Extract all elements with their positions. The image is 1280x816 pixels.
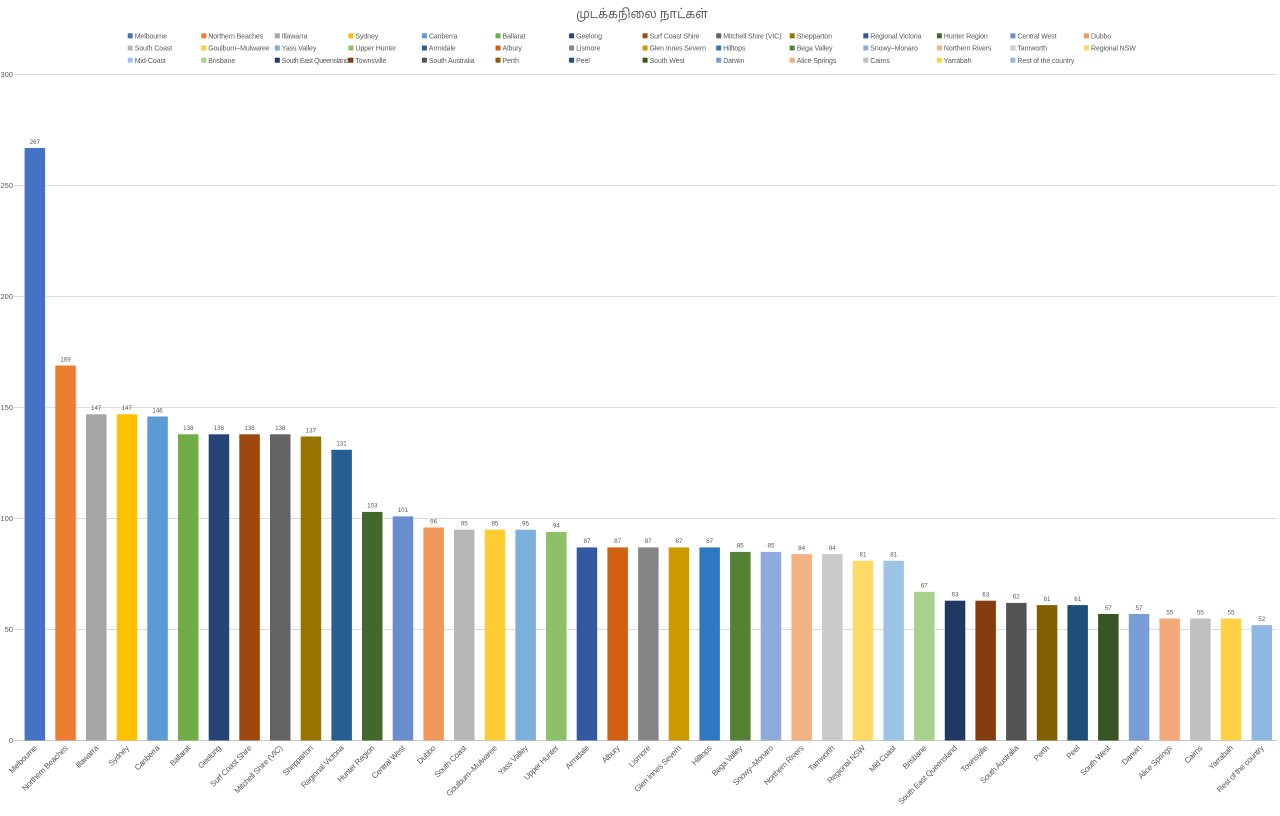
svg-text:57: 57	[1105, 605, 1112, 612]
svg-text:81: 81	[890, 552, 897, 559]
svg-text:50: 50	[5, 625, 13, 634]
svg-text:95: 95	[461, 521, 468, 528]
svg-text:South West: South West	[650, 58, 685, 65]
svg-text:147: 147	[91, 405, 102, 412]
svg-text:81: 81	[860, 552, 867, 559]
svg-text:55: 55	[1197, 609, 1204, 616]
svg-text:84: 84	[829, 545, 836, 552]
svg-text:Snowy–Monaro: Snowy–Monaro	[870, 46, 918, 53]
svg-text:Northern Rivers: Northern Rivers	[944, 46, 992, 53]
svg-text:Geelong: Geelong	[576, 33, 602, 40]
svg-text:52: 52	[1258, 616, 1265, 623]
svg-text:103: 103	[367, 503, 378, 510]
svg-text:Regional NSW: Regional NSW	[1091, 46, 1136, 53]
svg-text:94: 94	[553, 523, 560, 530]
svg-text:Sydney: Sydney	[355, 33, 378, 40]
svg-text:Glen Innes Severn: Glen Innes Severn	[650, 46, 706, 53]
svg-text:87: 87	[706, 538, 713, 545]
svg-text:87: 87	[614, 538, 621, 545]
svg-text:57: 57	[1136, 605, 1143, 612]
svg-text:138: 138	[244, 425, 255, 432]
svg-text:62: 62	[1013, 594, 1020, 601]
svg-text:138: 138	[275, 425, 286, 432]
svg-text:Bega Valley: Bega Valley	[797, 46, 833, 53]
svg-text:61: 61	[1074, 596, 1081, 603]
svg-text:138: 138	[183, 425, 194, 432]
svg-text:Mid-Coast: Mid-Coast	[135, 58, 166, 65]
svg-text:Goulburn–Mulwaree: Goulburn–Mulwaree	[208, 46, 270, 53]
svg-text:Dubbo: Dubbo	[1091, 33, 1111, 40]
svg-text:147: 147	[122, 405, 133, 412]
svg-text:South Australia: South Australia	[429, 58, 475, 65]
svg-text:Mitchell Shire (VIC): Mitchell Shire (VIC)	[723, 33, 781, 40]
svg-text:63: 63	[982, 592, 989, 599]
svg-text:61: 61	[1044, 596, 1051, 603]
svg-text:63: 63	[952, 592, 959, 599]
svg-text:137: 137	[306, 427, 317, 434]
svg-text:96: 96	[430, 518, 437, 525]
svg-text:Rest of the country: Rest of the country	[1017, 58, 1074, 65]
svg-text:Peel: Peel	[576, 58, 590, 65]
svg-text:55: 55	[1166, 609, 1173, 616]
svg-text:67: 67	[921, 583, 928, 590]
svg-text:Albury: Albury	[503, 46, 523, 53]
svg-text:Tamworth: Tamworth	[1017, 46, 1047, 53]
svg-text:Upper Hunter: Upper Hunter	[355, 46, 397, 53]
svg-text:85: 85	[768, 543, 775, 550]
svg-text:Regional Victoria: Regional Victoria	[870, 33, 921, 40]
svg-text:138: 138	[214, 425, 225, 432]
svg-text:267: 267	[30, 139, 41, 146]
svg-text:Hilltops: Hilltops	[723, 46, 746, 53]
svg-text:0: 0	[9, 736, 13, 745]
svg-text:South Coast: South Coast	[135, 46, 173, 53]
svg-text:Alice Springs: Alice Springs	[797, 58, 837, 65]
svg-text:84: 84	[798, 545, 805, 552]
svg-text:Northern Beaches: Northern Beaches	[208, 33, 263, 40]
svg-text:95: 95	[491, 521, 498, 528]
svg-text:95: 95	[522, 521, 529, 528]
svg-text:146: 146	[152, 407, 163, 414]
svg-text:Yass Valley: Yass Valley	[282, 46, 317, 53]
svg-text:Lismore: Lismore	[576, 46, 600, 53]
svg-text:Cairns: Cairns	[870, 58, 890, 65]
svg-text:87: 87	[676, 538, 683, 545]
svg-text:87: 87	[584, 538, 591, 545]
svg-text:200: 200	[0, 292, 13, 301]
svg-text:Darwin: Darwin	[723, 58, 744, 65]
svg-text:100: 100	[0, 514, 13, 523]
svg-text:300: 300	[0, 70, 13, 79]
svg-text:Ballarat: Ballarat	[503, 33, 526, 40]
svg-text:55: 55	[1228, 609, 1235, 616]
svg-text:Central West: Central West	[1017, 33, 1056, 40]
svg-text:101: 101	[398, 507, 409, 514]
svg-text:87: 87	[645, 538, 652, 545]
svg-text:Yarrabah: Yarrabah	[944, 58, 972, 65]
svg-text:Perth: Perth	[503, 58, 519, 65]
svg-text:Surf Coast Shire: Surf Coast Shire	[650, 33, 700, 40]
svg-text:169: 169	[60, 356, 71, 363]
svg-text:Brisbane: Brisbane	[208, 58, 235, 65]
svg-text:Armidale: Armidale	[429, 46, 456, 53]
svg-text:South East Queensland: South East Queensland	[282, 58, 349, 65]
svg-text:Illawarra: Illawarra	[282, 33, 308, 40]
svg-text:250: 250	[0, 181, 13, 190]
svg-text:Shepparton: Shepparton	[797, 33, 832, 40]
svg-text:150: 150	[0, 403, 13, 412]
svg-text:Hunter Region: Hunter Region	[944, 33, 988, 40]
svg-text:Melbourne: Melbourne	[135, 33, 167, 40]
svg-text:85: 85	[737, 543, 744, 550]
svg-text:131: 131	[336, 441, 347, 448]
svg-text:Canberra: Canberra	[429, 33, 458, 40]
svg-text:Townsville: Townsville	[355, 58, 386, 65]
